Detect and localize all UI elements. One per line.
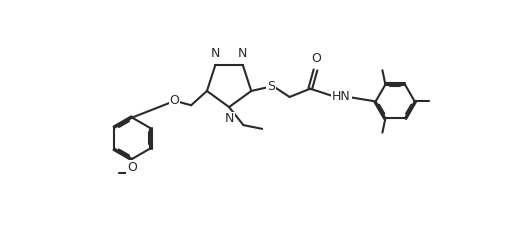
Text: HN: HN (332, 91, 351, 103)
Text: O: O (127, 161, 137, 174)
Text: N: N (211, 47, 220, 61)
Text: N: N (238, 47, 247, 61)
Text: O: O (169, 94, 179, 107)
Text: O: O (311, 52, 321, 65)
Text: N: N (224, 112, 234, 125)
Text: S: S (267, 80, 275, 93)
